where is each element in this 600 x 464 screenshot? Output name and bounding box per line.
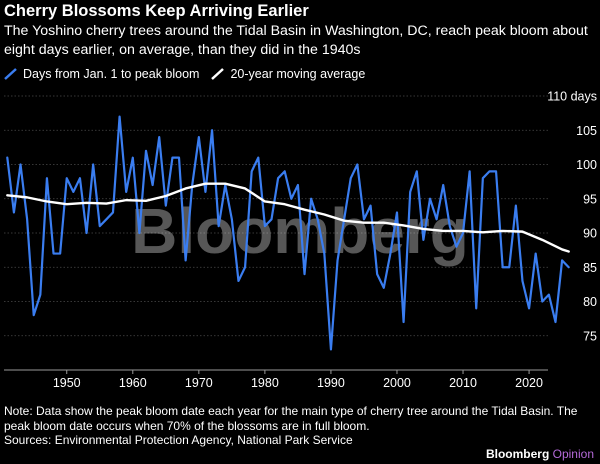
legend-swatch-white-icon [211, 68, 225, 80]
series-layer [6, 115, 570, 351]
chart-sources: Sources: Environmental Protection Agency… [4, 433, 353, 447]
gridlines [4, 95, 548, 371]
series-line-peak-bloom [6, 115, 570, 351]
legend-item-peak-bloom: Days from Jan. 1 to peak bloom [4, 67, 199, 81]
y-tick-label-95: 95 [583, 192, 597, 206]
chart-title: Cherry Blossoms Keep Arriving Earlier [4, 2, 309, 20]
legend-swatch-blue-icon [4, 68, 17, 80]
legend-label-peak-bloom: Days from Jan. 1 to peak bloom [23, 67, 200, 81]
chart-note: Note: Data show the peak bloom date each… [4, 404, 578, 433]
y-axis: 75 80 85 90 95 100 105 110 days [547, 90, 597, 344]
x-tick-label-2000: 2000 [383, 376, 411, 390]
chart-subtitle: The Yoshino cherry trees around the Tida… [4, 23, 588, 58]
legend-label-moving-average: 20-year moving average [230, 67, 366, 81]
y-tick-label-105: 105 [576, 124, 597, 138]
x-tick-label-1950: 1950 [53, 376, 81, 390]
legend: Days from Jan. 1 to peak bloom 20-year m… [4, 67, 377, 81]
y-tick-label-110: 110 days [547, 90, 597, 104]
brand-suffix: Opinion [552, 447, 594, 461]
y-tick-label-75: 75 [583, 329, 597, 343]
x-axis: 1950 1960 1970 1980 1990 2000 2010 2020 [53, 370, 543, 390]
series-line-moving-average [6, 182, 570, 253]
brand-logo: Bloomberg Opinion [486, 447, 594, 461]
legend-item-moving-average: 20-year moving average [211, 67, 365, 81]
y-tick-label-85: 85 [583, 261, 597, 275]
x-tick-label-2020: 2020 [515, 376, 543, 390]
x-tick-label-1980: 1980 [251, 376, 279, 390]
x-tick-label-1970: 1970 [185, 376, 213, 390]
brand-name: Bloomberg [485, 447, 550, 461]
x-tick-label-2010: 2010 [449, 376, 477, 390]
y-tick-label-80: 80 [583, 295, 597, 309]
y-tick-label-90: 90 [583, 227, 597, 241]
y-tick-label-100: 100 [576, 158, 597, 172]
x-tick-label-1960: 1960 [119, 376, 147, 390]
x-tick-label-1990: 1990 [317, 376, 345, 390]
